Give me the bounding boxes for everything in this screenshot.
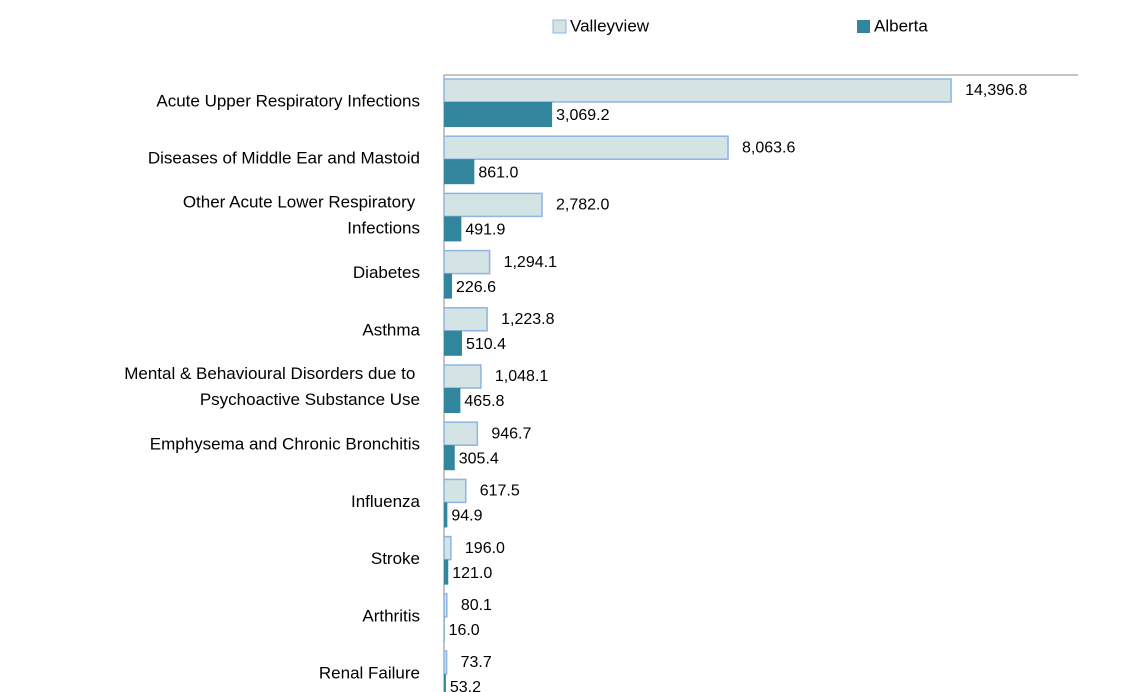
value-label: 73.7 [461,654,492,671]
bar [443,135,729,160]
category-label: Asthma [362,320,420,339]
value-label: 121.0 [452,565,492,582]
value-label: 1,048.1 [495,368,548,385]
value-label: 2,782.0 [556,197,609,214]
value-label: 14,396.8 [965,82,1027,99]
legend-label: Alberta [874,16,928,35]
bar [443,478,467,504]
value-label: 617.5 [480,483,520,500]
bar [444,616,445,642]
value-label: 94.9 [451,508,482,525]
value-label: 510.4 [466,336,506,353]
value-label: 465.8 [464,393,504,410]
bar [444,330,462,356]
bar [443,307,488,332]
value-label: 53.2 [450,679,481,692]
legend-swatch [552,19,567,34]
value-label: 1,223.8 [501,311,554,328]
category-label: Mental & Behavioural Disorders due to Ps… [124,364,420,409]
bar [444,674,446,692]
bar [443,364,482,389]
bar [444,159,475,185]
category-label: Arthritis [362,606,420,625]
bar [444,559,449,585]
value-label: 861.0 [478,164,518,181]
value-label: 305.4 [459,450,499,467]
value-label: 946.7 [491,425,531,442]
value-label: 3,069.2 [556,107,609,124]
value-label: 1,294.1 [504,254,557,271]
legend-swatch [857,20,870,33]
bar [443,535,452,561]
legend-label: Valleyview [570,16,650,35]
category-label: Influenza [351,492,421,511]
category-label: Acute Upper Respiratory Infections [156,91,420,110]
category-label: Emphysema and Chronic Bronchitis [150,435,420,454]
category-label: Renal Failure [319,663,420,682]
bar [443,650,448,675]
value-label: 491.9 [465,222,505,239]
bar [444,388,461,413]
bar [443,421,479,446]
bar [444,216,462,242]
category-label: Other Acute Lower Respiratory Infections [183,193,420,238]
value-label: 8,063.6 [742,139,795,156]
value-label: 196.0 [465,540,505,557]
bar [444,445,455,471]
value-label: 80.1 [461,597,492,614]
category-label: Diabetes [353,263,420,282]
value-label: 16.0 [449,622,480,639]
category-label: Stroke [371,549,420,568]
bar [443,192,543,218]
bar [444,273,452,299]
bar [443,78,952,103]
bar [443,249,491,275]
bar [444,502,448,528]
value-label: 226.6 [456,279,496,296]
category-label: Diseases of Middle Ear and Mastoid [148,149,420,168]
bar [443,593,448,618]
bar [444,102,553,127]
